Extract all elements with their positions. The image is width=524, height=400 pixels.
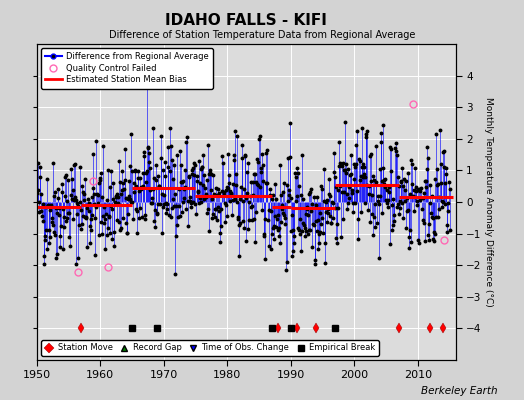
Text: Difference of Station Temperature Data from Regional Average: Difference of Station Temperature Data f… bbox=[109, 30, 415, 40]
Text: Berkeley Earth: Berkeley Earth bbox=[421, 386, 498, 396]
Y-axis label: Monthly Temperature Anomaly Difference (°C): Monthly Temperature Anomaly Difference (… bbox=[484, 97, 493, 307]
Title: IDAHO FALLS - KIFI: IDAHO FALLS - KIFI bbox=[166, 12, 327, 28]
Legend: Station Move, Record Gap, Time of Obs. Change, Empirical Break: Station Move, Record Gap, Time of Obs. C… bbox=[41, 340, 379, 356]
